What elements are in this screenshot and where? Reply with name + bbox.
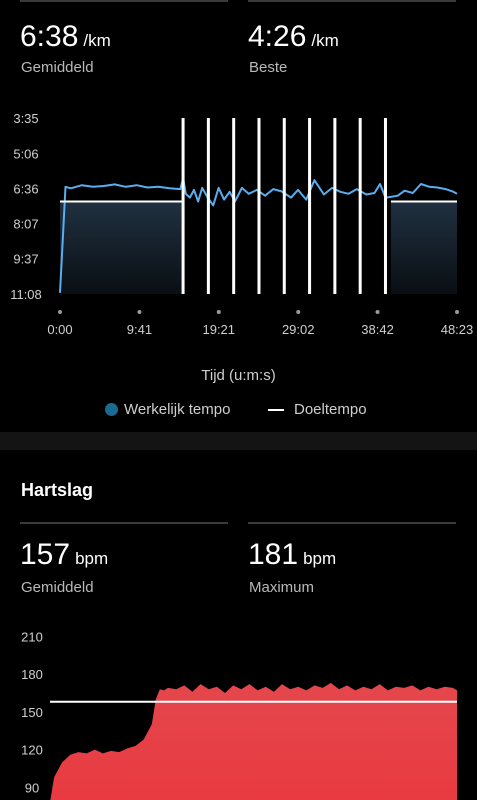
hr-average-number: 157	[20, 538, 71, 571]
heart-rate-section: Hartslag 157 bpm Gemiddeld 181 bpm Maximum…	[0, 450, 477, 800]
pace-y-tick-label: 9:37	[13, 252, 38, 267]
pace-y-tick-label: 11:08	[10, 287, 42, 302]
pace-best-value: 4:26/km	[248, 20, 339, 58]
pace-x-tick-dot	[296, 310, 301, 314]
hr-max-value: 181 bpm	[248, 538, 336, 576]
hr-max-number: 181	[248, 538, 299, 571]
pace-legend: Werkelijk tempo Doeltempo	[0, 400, 477, 420]
pace-best-label: Beste	[249, 59, 288, 76]
hr-max-label: Maximum	[249, 579, 315, 596]
pace-actual-line	[59, 177, 458, 293]
pace-y-tick-label: 6:36	[13, 181, 38, 196]
pace-x-tick-dot	[216, 310, 221, 314]
pace-best-number: 4:26	[248, 20, 307, 53]
pace-average-value: 6:38/km	[20, 20, 111, 58]
heart-rate-chart[interactable]: 210 180 150 120 90	[0, 630, 477, 800]
hr-max-unit: bpm	[303, 549, 337, 568]
pace-x-tick-label: 38:42	[361, 322, 394, 337]
hr-max-rule	[248, 522, 456, 524]
hr-y-tick-label: 120	[21, 743, 43, 758]
hr-y-tick-label: 90	[25, 780, 39, 795]
pace-y-tick-label: 3:35	[13, 111, 38, 126]
pace-best-unit: /km	[311, 31, 339, 50]
pace-x-tick-label: 9:41	[127, 322, 152, 337]
hr-y-tick-label: 180	[21, 667, 43, 682]
pace-x-tick-dot	[375, 310, 380, 314]
hr-area	[50, 682, 457, 800]
pace-y-tick-label: 8:07	[13, 217, 38, 232]
pace-average-label: Gemiddeld	[21, 59, 94, 76]
pace-x-axis-title: Tijd (u:m:s)	[201, 367, 276, 384]
pace-best-rule	[248, 0, 456, 2]
pace-x-tick-label: 48:23	[441, 322, 474, 337]
section-divider	[0, 432, 477, 450]
legend-actual-dot	[105, 403, 118, 416]
pace-x-tick-label: 29:02	[282, 322, 315, 337]
pace-y-tick-label: 5:06	[13, 146, 38, 161]
legend-actual-label: Werkelijk tempo	[124, 401, 231, 418]
pace-x-tick-dot	[58, 310, 62, 314]
pace-x-tick-label: 19:21	[202, 322, 235, 337]
hr-y-tick-label: 210	[21, 630, 43, 644]
legend-target-label: Doeltempo	[294, 401, 367, 418]
pace-target-area	[60, 201, 457, 294]
hr-y-tick-label: 150	[21, 705, 43, 720]
pace-x-tick-dot	[137, 310, 142, 314]
pace-average-number: 6:38	[20, 20, 79, 53]
pace-x-tick-label: 0:00	[47, 322, 72, 337]
pace-chart[interactable]: 3:35 5:06 6:36 8:07 9:37 11:08 0:00 9:41 19:21 2…	[0, 0, 477, 345]
heart-rate-title: Hartslag	[21, 480, 94, 500]
hr-average-rule	[20, 522, 228, 524]
pace-average-rule	[20, 0, 228, 2]
hr-average-value: 157 bpm	[20, 538, 108, 576]
hr-average-unit: bpm	[75, 549, 109, 568]
legend-target-line	[268, 409, 284, 411]
pace-section: 6:38/km Gemiddeld 4:26/km Beste 3:35 5:06…	[0, 0, 477, 420]
pace-average-unit: /km	[83, 31, 111, 50]
pace-x-tick-dot	[455, 310, 459, 314]
hr-average-label: Gemiddeld	[21, 579, 94, 596]
